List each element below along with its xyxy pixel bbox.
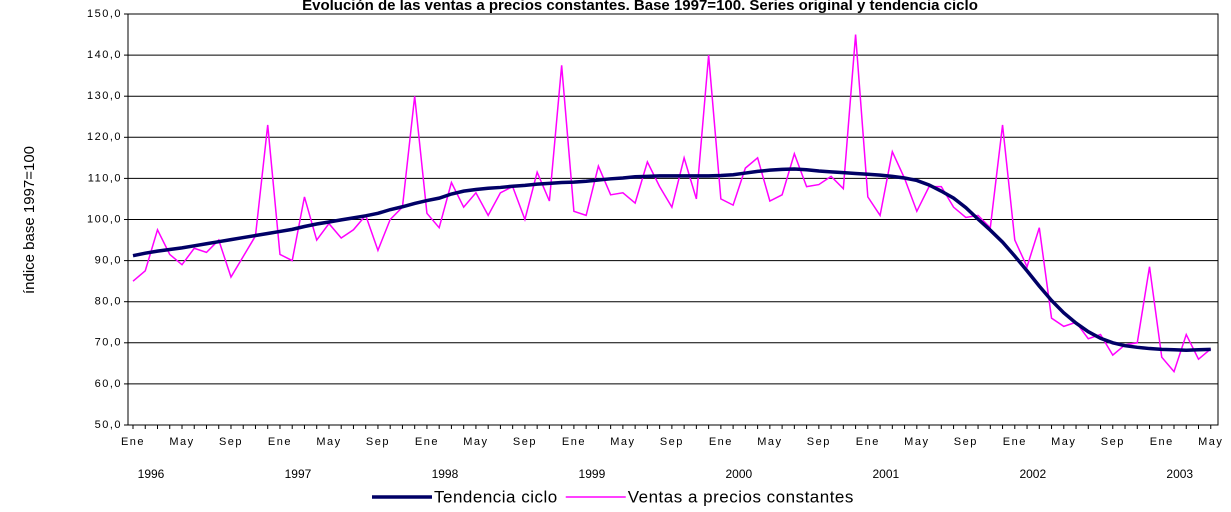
year-label: 1998 — [432, 467, 459, 481]
year-label: 2001 — [872, 467, 899, 481]
x-tick-label: Sep — [954, 436, 978, 448]
x-tick-label: Sep — [807, 436, 831, 448]
y-tick-label: 140,0 — [87, 49, 122, 61]
year-label: 2003 — [1166, 467, 1193, 481]
x-tick-label: May — [463, 436, 488, 448]
x-tick-label: Ene — [562, 436, 586, 448]
y-tick-label: 100,0 — [87, 213, 122, 225]
x-tick-label: May — [1198, 436, 1223, 448]
year-label: 2002 — [1019, 467, 1046, 481]
legend-label: Tendencia ciclo — [434, 487, 558, 506]
y-tick-label: 80,0 — [95, 296, 122, 308]
series-line — [132, 167, 1211, 352]
x-tick-label: May — [610, 436, 635, 448]
year-label: 1996 — [138, 467, 165, 481]
x-tick-label: Sep — [219, 436, 243, 448]
x-tick-label: May — [169, 436, 194, 448]
x-tick-label: Ene — [121, 436, 145, 448]
y-tick-label: 130,0 — [87, 90, 122, 102]
x-tick-label: Ene — [1150, 436, 1174, 448]
x-tick-label: Ene — [268, 436, 292, 448]
x-tick-label: Sep — [366, 436, 390, 448]
x-tick-label: Ene — [709, 436, 733, 448]
legend-label: Ventas a precios constantes — [628, 487, 854, 506]
x-tick-label: May — [757, 436, 782, 448]
x-tick-label: May — [904, 436, 929, 448]
year-label: 1997 — [285, 467, 312, 481]
y-tick-label: 110,0 — [88, 172, 122, 184]
year-label: 1999 — [579, 467, 606, 481]
y-tick-label: 70,0 — [95, 337, 122, 349]
series-line — [132, 34, 1212, 374]
x-tick-label: Sep — [660, 436, 684, 448]
year-label: 2000 — [726, 467, 753, 481]
x-tick-label: Ene — [1003, 436, 1027, 448]
x-tick-label: May — [316, 436, 341, 448]
y-tick-label: 120,0 — [87, 131, 122, 143]
y-tick-label: 60,0 — [95, 378, 122, 390]
x-tick-label: May — [1051, 436, 1076, 448]
x-tick-label: Ene — [856, 436, 880, 448]
x-tick-label: Ene — [415, 436, 439, 448]
x-tick-label: Sep — [1101, 436, 1125, 448]
x-tick-label: Sep — [513, 436, 537, 448]
plot-border — [127, 13, 1219, 426]
y-tick-label: 150,0 — [87, 8, 122, 20]
y-tick-label: 50,0 — [95, 419, 122, 431]
chart-title: Evolución de las ventas a precios consta… — [302, 0, 978, 14]
y-axis-label: índice base 1997=100 — [21, 146, 38, 294]
y-tick-label: 90,0 — [95, 255, 122, 267]
